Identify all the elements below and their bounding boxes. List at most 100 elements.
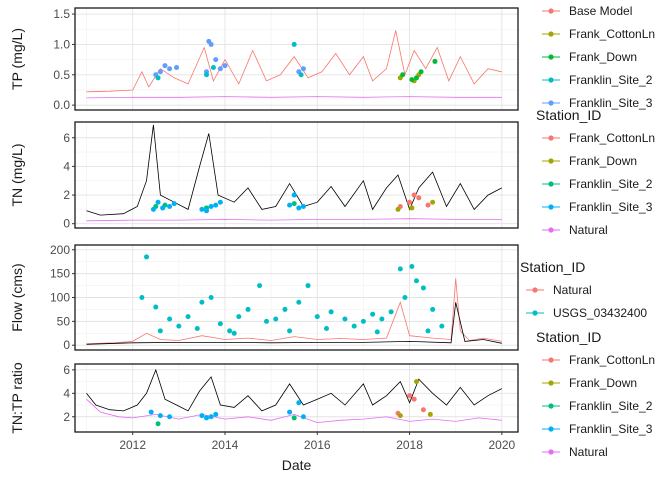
data-point <box>400 72 406 78</box>
plot-area-tp <box>86 30 502 99</box>
data-point <box>413 379 419 385</box>
y-axis-tp: 0.0 0.5 1.0 1.5 TP (mg/L) <box>9 7 75 112</box>
x-tick-label: 2012 <box>119 438 146 452</box>
legend-label: Franklin_Site_2 <box>569 177 653 191</box>
data-point <box>208 295 214 300</box>
series-points-frank-down <box>395 199 436 212</box>
data-point <box>420 285 426 291</box>
y-axis-title: TN (mg/L) <box>9 144 25 207</box>
data-point <box>157 413 163 419</box>
data-point <box>296 299 302 305</box>
data-point <box>199 413 205 419</box>
legend-key-point <box>548 449 554 455</box>
series-points-franklin-site-3 <box>150 192 306 214</box>
legend-label: USGS_03432400 <box>553 306 647 320</box>
data-point <box>430 306 436 312</box>
data-point <box>171 201 177 207</box>
legend-title: Station_ID <box>536 329 601 345</box>
legend-key-point <box>532 287 538 293</box>
data-point <box>328 309 334 315</box>
data-point <box>185 314 191 320</box>
y-axis-ratio: 2 4 6 TN:TP ratio <box>9 362 75 434</box>
x-tick-label: 2020 <box>488 438 515 452</box>
data-point <box>432 58 438 64</box>
series-points-frank-down <box>400 58 438 83</box>
data-point <box>420 407 426 413</box>
y-axis-tn: 0 2 4 6 TN (mg/L) <box>9 131 75 231</box>
data-point <box>413 75 419 81</box>
y-tick-label: 0 <box>63 217 70 231</box>
legend-label: Franklin_Site_3 <box>569 200 653 214</box>
x-axis: 2012 2014 2016 2018 2020 Date <box>119 432 516 473</box>
data-point <box>407 199 413 205</box>
y-tick-label: 6 <box>63 131 70 145</box>
data-point <box>213 202 219 208</box>
panel-ratio: 2 4 6 TN:TP ratio <box>9 362 519 434</box>
panel-flow: 0 50 100 150 200 Flow (cms) <box>9 243 519 352</box>
data-point <box>217 321 223 327</box>
data-point <box>208 414 214 420</box>
data-point <box>291 201 297 207</box>
data-point <box>287 409 293 415</box>
data-point <box>208 204 214 210</box>
data-point <box>323 326 329 332</box>
legend-key-point <box>548 54 554 60</box>
data-point <box>155 75 161 81</box>
data-point <box>296 400 302 406</box>
y-axis-title: Flow (cms) <box>9 263 25 331</box>
legend-key-point <box>548 77 554 83</box>
legend-label: Franklin_Site_3 <box>569 422 653 436</box>
data-point <box>282 306 288 312</box>
legend-key-point <box>548 380 554 386</box>
y-tick-label: 0 <box>63 338 70 352</box>
legend-key-point <box>548 227 554 233</box>
legend-key-point <box>548 8 554 14</box>
legend-item: Franklin_Site_3 <box>542 200 653 214</box>
data-point <box>167 316 173 322</box>
data-point <box>236 314 242 320</box>
data-point <box>160 205 166 211</box>
grid-flow <box>75 245 518 350</box>
legend-label: Natural <box>569 223 608 237</box>
data-point <box>139 295 145 300</box>
legend-key-point <box>532 310 538 316</box>
legend-label: Natural <box>569 445 608 459</box>
series-points-usgs-03432400 <box>139 254 445 336</box>
data-point <box>222 63 228 69</box>
legend-item: Frank_CottonLn <box>542 353 655 367</box>
legends-layer: Base Model Frank_CottonLn Frank_Down Frankl… <box>520 4 655 459</box>
legend-label: Base Model <box>569 4 632 18</box>
data-point <box>157 328 163 334</box>
data-point <box>174 65 180 70</box>
series-line-base-model <box>86 124 502 216</box>
data-point <box>416 195 422 201</box>
data-point <box>150 206 156 212</box>
grid-tp <box>75 8 518 110</box>
series-points-franklin-site-3 <box>148 400 306 421</box>
grid-tn <box>75 122 518 228</box>
y-tick-label: 1.0 <box>53 37 70 51</box>
legend-ratio: Station_ID Frank_CottonLn Frank_Down Frankl… <box>536 329 655 459</box>
legend-label: Franklin_Site_2 <box>569 73 653 87</box>
data-point <box>360 318 366 324</box>
data-point <box>217 199 223 205</box>
legend-label: Frank_Down <box>569 376 637 390</box>
legend-item: Frank_Down <box>542 154 637 168</box>
y-tick-label: 150 <box>50 267 70 281</box>
legend-item: Franklin_Site_2 <box>542 73 653 87</box>
legend-item: Frank_CottonLn <box>542 27 655 41</box>
data-point <box>155 421 161 427</box>
plot-area-flow <box>86 254 502 345</box>
legend-key-point <box>548 426 554 432</box>
series-points-franklin-site-2 <box>155 41 304 81</box>
data-point <box>264 318 270 324</box>
x-tick-label: 2016 <box>304 438 331 452</box>
grid-ratio <box>75 364 518 432</box>
data-point <box>409 205 415 211</box>
x-axis-title: Date <box>282 457 312 473</box>
data-point <box>430 199 436 205</box>
data-point <box>409 263 415 269</box>
data-point <box>291 41 297 47</box>
data-point <box>157 69 163 75</box>
legend-label: Franklin_Site_3 <box>569 96 653 110</box>
